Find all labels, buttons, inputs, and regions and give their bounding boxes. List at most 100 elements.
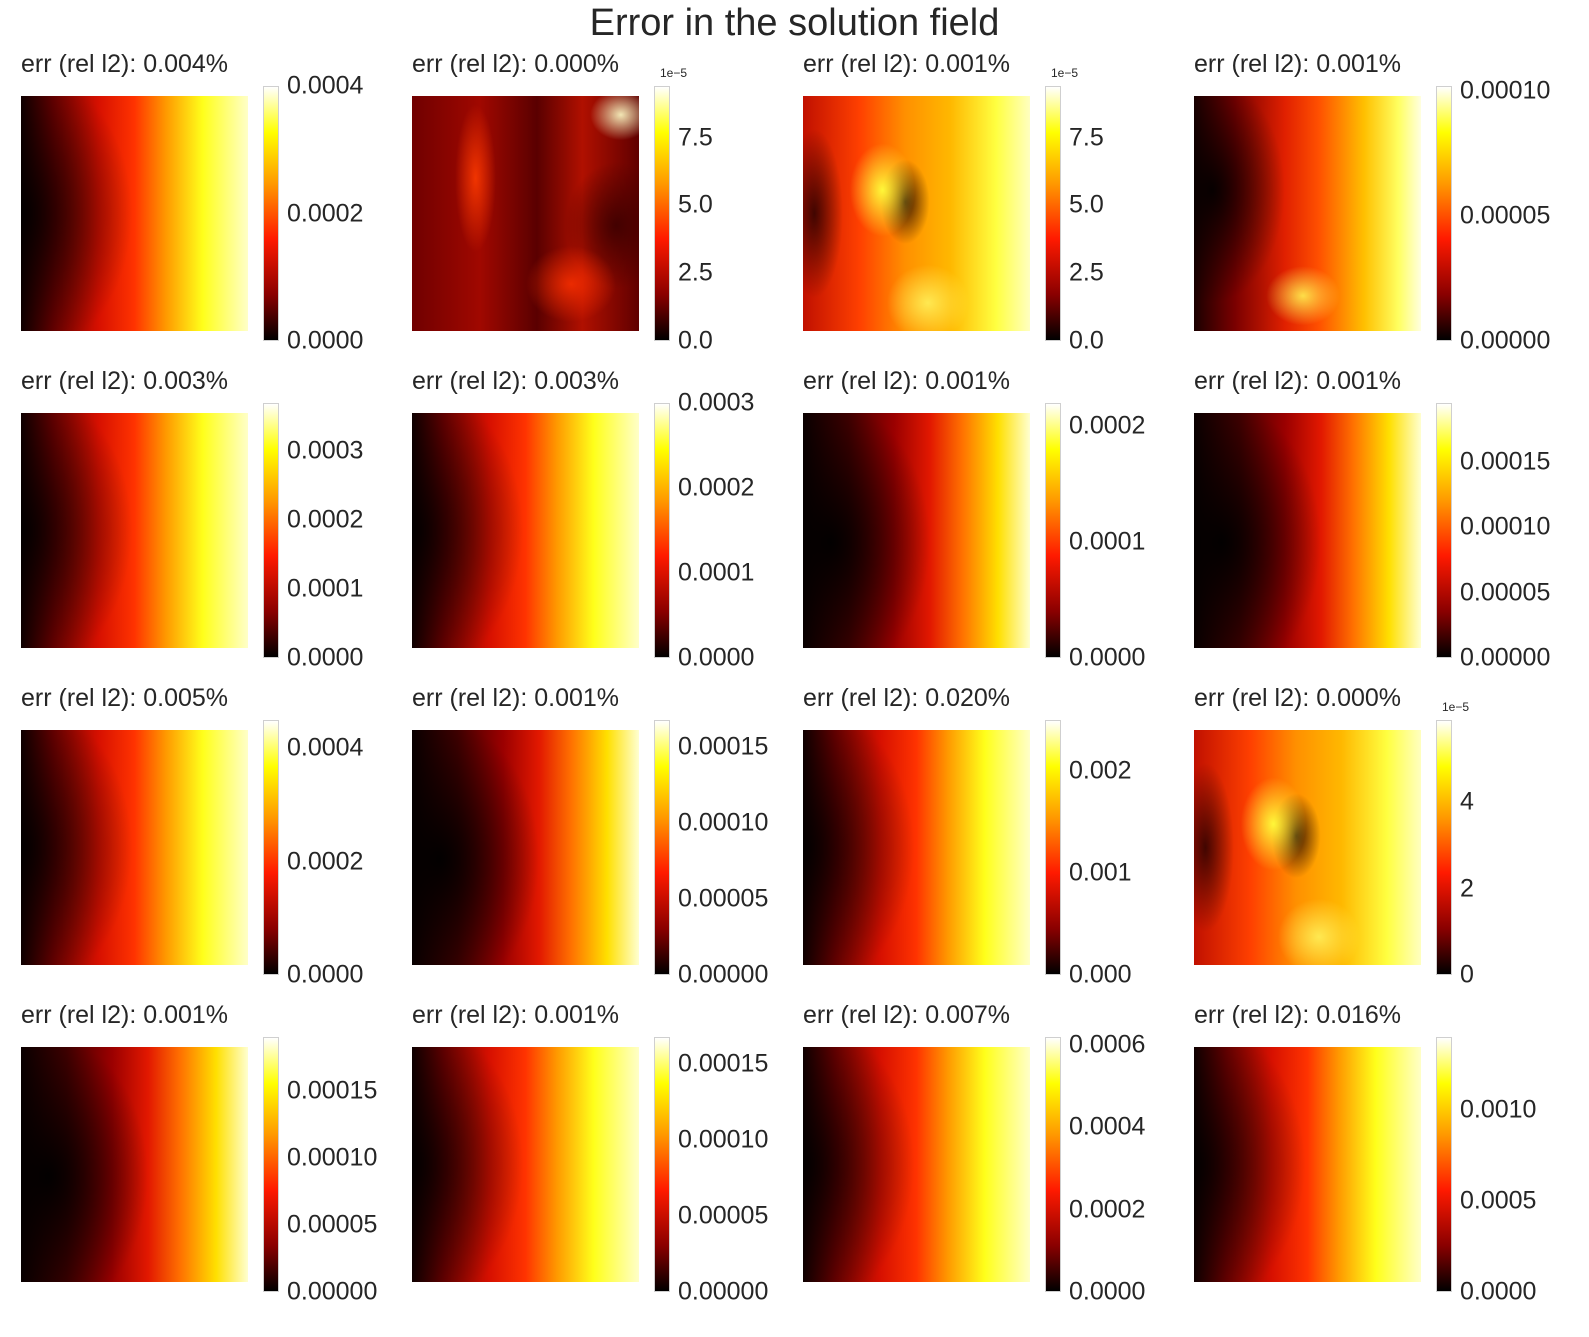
colorbar-tick-label: 0.0001 <box>678 558 755 587</box>
colorbar <box>263 1037 279 1292</box>
colorbar-tick-label: 2.5 <box>678 258 713 287</box>
heatmap <box>412 730 639 965</box>
heatmap <box>1194 96 1421 331</box>
heatmap <box>412 1047 639 1282</box>
colorbar-tick-label: 0.0 <box>1069 326 1104 355</box>
heatmap <box>21 96 248 331</box>
colorbar-tick-label: 2 <box>1460 874 1474 903</box>
colorbar-tick-label: 0.001 <box>1069 858 1132 887</box>
colorbar-tick-label: 0.00005 <box>678 1201 769 1230</box>
subplot-title: err (rel l2): 0.003% <box>412 367 620 395</box>
colorbar-tick-label: 5.0 <box>678 190 713 219</box>
colorbar-tick-label: 0.00010 <box>678 808 769 837</box>
subplot-title: err (rel l2): 0.001% <box>412 684 620 712</box>
colorbar <box>263 403 279 658</box>
colorbar-tick-label: 0.000 <box>1069 960 1132 989</box>
heatmap <box>21 1047 248 1282</box>
colorbar-tick-label: 5.0 <box>1069 190 1104 219</box>
heatmap <box>412 96 639 331</box>
colorbar <box>1436 720 1452 975</box>
colorbar-tick-label: 0.002 <box>1069 756 1132 785</box>
colorbar-offset-text: 1e−5 <box>1442 700 1470 714</box>
colorbar <box>654 720 670 975</box>
colorbar <box>1045 720 1061 975</box>
colorbar <box>1436 86 1452 341</box>
colorbar-tick-label: 0.00005 <box>678 884 769 913</box>
colorbar-offset-text: 1e−5 <box>1051 66 1079 80</box>
colorbar <box>654 403 670 658</box>
colorbar-tick-label: 0.00015 <box>287 1076 378 1105</box>
subplot-title: err (rel l2): 0.000% <box>1194 684 1402 712</box>
subplot-title: err (rel l2): 0.007% <box>803 1001 1011 1029</box>
colorbar-tick-label: 0.00000 <box>678 960 769 989</box>
colorbar-tick-label: 0.0000 <box>1069 1277 1146 1306</box>
subplot-title: err (rel l2): 0.020% <box>803 684 1011 712</box>
colorbar-tick-label: 0.00000 <box>1460 326 1551 355</box>
colorbar-tick-label: 0.0002 <box>287 847 364 876</box>
subplot-title: err (rel l2): 0.001% <box>803 367 1011 395</box>
colorbar-tick-label: 0.0000 <box>1460 1277 1537 1306</box>
colorbar-tick-label: 0.0000 <box>1069 643 1146 672</box>
colorbar-tick-label: 0.00000 <box>678 1277 769 1306</box>
colorbar-tick-label: 0.0003 <box>287 436 364 465</box>
colorbar-tick-label: 0.0005 <box>1460 1186 1537 1215</box>
colorbar <box>1045 403 1061 658</box>
colorbar-tick-label: 0.0000 <box>287 643 364 672</box>
heatmap <box>1194 1047 1421 1282</box>
colorbar-tick-label: 0.0 <box>678 326 713 355</box>
subplot-title: err (rel l2): 0.001% <box>21 1001 229 1029</box>
heatmap <box>21 730 248 965</box>
heatmap <box>412 413 639 648</box>
colorbar-tick-label: 0.0000 <box>287 326 364 355</box>
colorbar-tick-label: 0.00010 <box>287 1143 378 1172</box>
colorbar-tick-label: 0.0000 <box>287 960 364 989</box>
colorbar-tick-label: 0.0004 <box>287 71 364 100</box>
colorbar-tick-label: 0.00010 <box>1460 76 1551 105</box>
colorbar-tick-label: 0.0003 <box>678 388 755 417</box>
colorbar <box>654 86 670 341</box>
heatmap <box>803 730 1030 965</box>
colorbar-tick-label: 0.0004 <box>287 733 364 762</box>
colorbar-tick-label: 0.0010 <box>1460 1095 1537 1124</box>
heatmap <box>1194 413 1421 648</box>
colorbar <box>654 1037 670 1292</box>
subplot-title: err (rel l2): 0.001% <box>412 1001 620 1029</box>
subplot-title: err (rel l2): 0.001% <box>803 50 1011 78</box>
colorbar-tick-label: 0.0002 <box>287 505 364 534</box>
colorbar-tick-label: 0.00005 <box>287 1210 378 1239</box>
subplot-title: err (rel l2): 0.001% <box>1194 50 1402 78</box>
colorbar <box>1045 86 1061 341</box>
colorbar-tick-label: 0.0002 <box>1069 1195 1146 1224</box>
colorbar-tick-label: 0.00000 <box>287 1277 378 1306</box>
colorbar <box>1045 1037 1061 1292</box>
colorbar-tick-label: 0.0004 <box>1069 1112 1146 1141</box>
colorbar <box>1436 1037 1452 1292</box>
colorbar-tick-label: 0.00005 <box>1460 201 1551 230</box>
subplot-title: err (rel l2): 0.005% <box>21 684 229 712</box>
heatmap <box>803 413 1030 648</box>
figure-title: Error in the solution field <box>589 2 1000 44</box>
heatmap <box>803 96 1030 331</box>
colorbar-tick-label: 0 <box>1460 960 1474 989</box>
colorbar-tick-label: 7.5 <box>678 123 713 152</box>
colorbar-tick-label: 0.00015 <box>1460 447 1551 476</box>
heatmap <box>803 1047 1030 1282</box>
subplot-title: err (rel l2): 0.003% <box>21 367 229 395</box>
colorbar <box>1436 403 1452 658</box>
colorbar <box>263 86 279 341</box>
colorbar-offset-text: 1e−5 <box>660 66 688 80</box>
subplot-title: err (rel l2): 0.004% <box>21 50 229 78</box>
colorbar-tick-label: 7.5 <box>1069 123 1104 152</box>
subplot-title: err (rel l2): 0.016% <box>1194 1001 1402 1029</box>
colorbar-tick-label: 0.0002 <box>287 199 364 227</box>
colorbar-tick-label: 0.00015 <box>678 732 769 761</box>
subplot-title: err (rel l2): 0.001% <box>1194 367 1402 395</box>
colorbar <box>263 720 279 975</box>
heatmap <box>21 413 248 648</box>
colorbar-tick-label: 0.0002 <box>678 473 755 502</box>
subplot-title: err (rel l2): 0.000% <box>412 50 620 78</box>
colorbar-tick-label: 0.0006 <box>1069 1030 1146 1059</box>
colorbar-tick-label: 0.00010 <box>678 1125 769 1154</box>
colorbar-tick-label: 0.00015 <box>678 1049 769 1078</box>
heatmap <box>1194 730 1421 965</box>
